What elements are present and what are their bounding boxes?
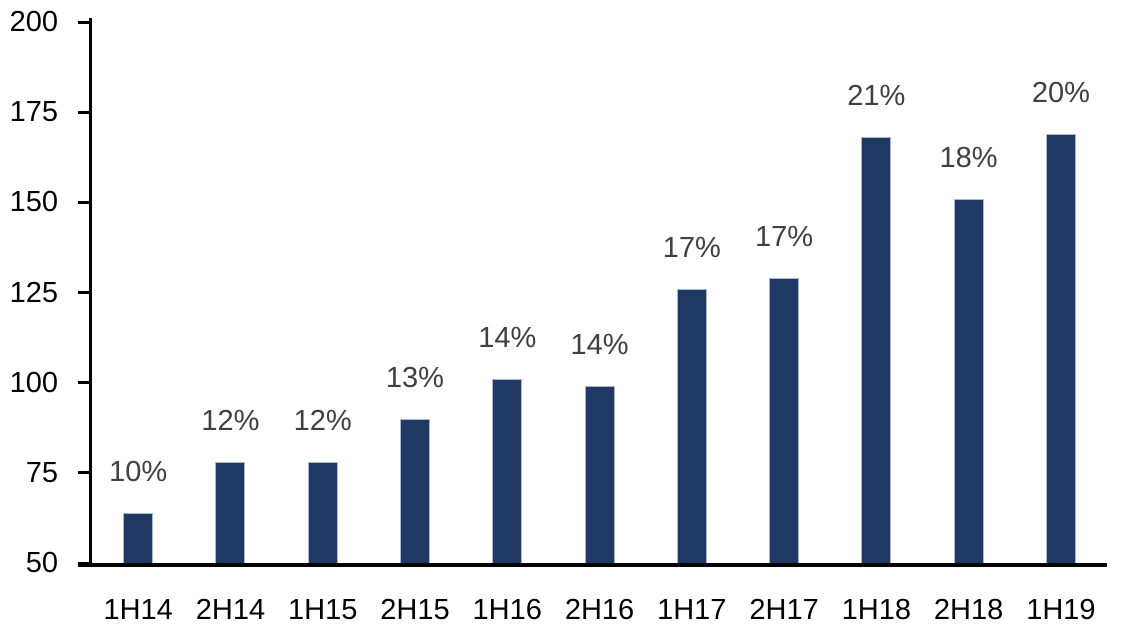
bar <box>123 512 154 563</box>
y-axis-tick <box>78 20 89 24</box>
bar-value-label: 10% <box>109 455 168 488</box>
y-axis-label: 50 <box>25 547 58 579</box>
bar-value-label: 13% <box>385 361 444 394</box>
y-axis-label: 100 <box>9 366 58 399</box>
bar-value-label: 14% <box>478 322 537 355</box>
bar <box>307 462 338 563</box>
bar <box>399 418 430 563</box>
x-axis-label: 1H19 <box>1026 594 1096 626</box>
bar-value-label: 14% <box>570 329 629 362</box>
bar-value-label: 21% <box>847 80 906 113</box>
bar-value-label: 18% <box>939 141 998 174</box>
y-axis-tick <box>78 381 89 385</box>
y-axis-tick <box>78 200 89 204</box>
bar <box>215 462 246 563</box>
bar <box>492 379 523 563</box>
y-axis-label: 125 <box>9 276 58 309</box>
x-axis-label: 1H15 <box>288 594 358 626</box>
bar <box>584 386 615 563</box>
x-axis-label: 2H16 <box>564 594 635 626</box>
bar <box>861 137 892 563</box>
y-axis-tick <box>78 471 89 475</box>
x-axis-label: 1H16 <box>472 594 542 626</box>
bar <box>1045 133 1076 563</box>
x-axis-label: 1H18 <box>841 594 911 626</box>
bar <box>769 278 800 563</box>
bar-value-label: 17% <box>755 221 814 254</box>
bar-value-label: 20% <box>1031 76 1090 109</box>
y-axis-label: 200 <box>9 6 58 38</box>
x-axis-label: 2H17 <box>749 594 819 626</box>
y-axis-label: 75 <box>25 456 58 489</box>
x-axis-label: 2H15 <box>380 594 450 626</box>
bar <box>953 198 984 563</box>
x-axis-label: 2H18 <box>933 594 1004 626</box>
x-axis-label: 2H14 <box>195 594 266 626</box>
y-axis-tick <box>78 291 89 294</box>
x-axis-line <box>78 563 1107 567</box>
x-axis-label: 1H17 <box>657 594 727 626</box>
bar-value-label: 12% <box>293 405 352 437</box>
bar <box>676 288 707 563</box>
y-axis-label: 150 <box>9 186 58 219</box>
bar-value-label: 12% <box>201 405 260 437</box>
x-axis-label: 1H14 <box>103 594 173 626</box>
y-axis-tick <box>78 110 89 114</box>
bar-value-label: 17% <box>662 231 721 264</box>
y-axis-line <box>89 18 92 567</box>
y-axis-label: 175 <box>9 96 58 129</box>
